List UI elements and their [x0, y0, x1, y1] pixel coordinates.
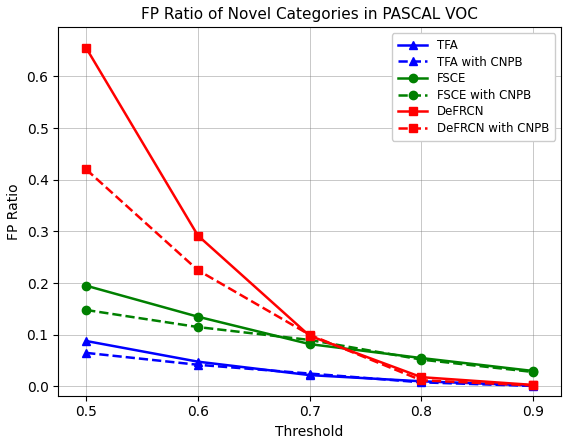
- FSCE with CNPB: [530, 369, 537, 375]
- DeFRCN with CNPB: [194, 268, 201, 273]
- TFA with CNPB: [418, 380, 425, 385]
- DeFRCN with CNPB: [418, 378, 425, 383]
- FSCE: [194, 314, 201, 319]
- DeFRCN with CNPB: [83, 167, 90, 172]
- DeFRCN with CNPB: [306, 332, 313, 338]
- FSCE: [418, 355, 425, 361]
- FSCE: [83, 283, 90, 289]
- DeFRCN: [83, 45, 90, 51]
- TFA: [194, 359, 201, 364]
- FSCE: [306, 342, 313, 347]
- Line: FSCE with CNPB: FSCE with CNPB: [82, 306, 537, 376]
- FSCE with CNPB: [83, 307, 90, 313]
- X-axis label: Threshold: Threshold: [275, 425, 344, 439]
- DeFRCN: [418, 375, 425, 380]
- TFA with CNPB: [306, 371, 313, 376]
- FSCE with CNPB: [194, 324, 201, 330]
- Line: FSCE: FSCE: [82, 281, 537, 375]
- TFA: [306, 372, 313, 378]
- DeFRCN: [306, 333, 313, 339]
- Legend: TFA, TFA with CNPB, FSCE, FSCE with CNPB, DeFRCN, DeFRCN with CNPB: TFA, TFA with CNPB, FSCE, FSCE with CNPB…: [392, 33, 555, 140]
- TFA with CNPB: [83, 350, 90, 355]
- DeFRCN: [194, 233, 201, 238]
- Line: TFA with CNPB: TFA with CNPB: [82, 349, 537, 390]
- TFA: [530, 383, 537, 388]
- TFA: [83, 339, 90, 344]
- Line: TFA: TFA: [82, 337, 537, 390]
- Title: FP Ratio of Novel Categories in PASCAL VOC: FP Ratio of Novel Categories in PASCAL V…: [141, 7, 478, 22]
- TFA: [418, 379, 425, 384]
- Line: DeFRCN with CNPB: DeFRCN with CNPB: [82, 165, 537, 390]
- TFA with CNPB: [194, 362, 201, 368]
- FSCE: [530, 368, 537, 374]
- FSCE with CNPB: [418, 357, 425, 362]
- Y-axis label: FP Ratio: FP Ratio: [7, 183, 21, 240]
- TFA with CNPB: [530, 383, 537, 388]
- DeFRCN with CNPB: [530, 383, 537, 388]
- DeFRCN: [530, 382, 537, 388]
- FSCE with CNPB: [306, 337, 313, 343]
- Line: DeFRCN: DeFRCN: [82, 44, 537, 389]
